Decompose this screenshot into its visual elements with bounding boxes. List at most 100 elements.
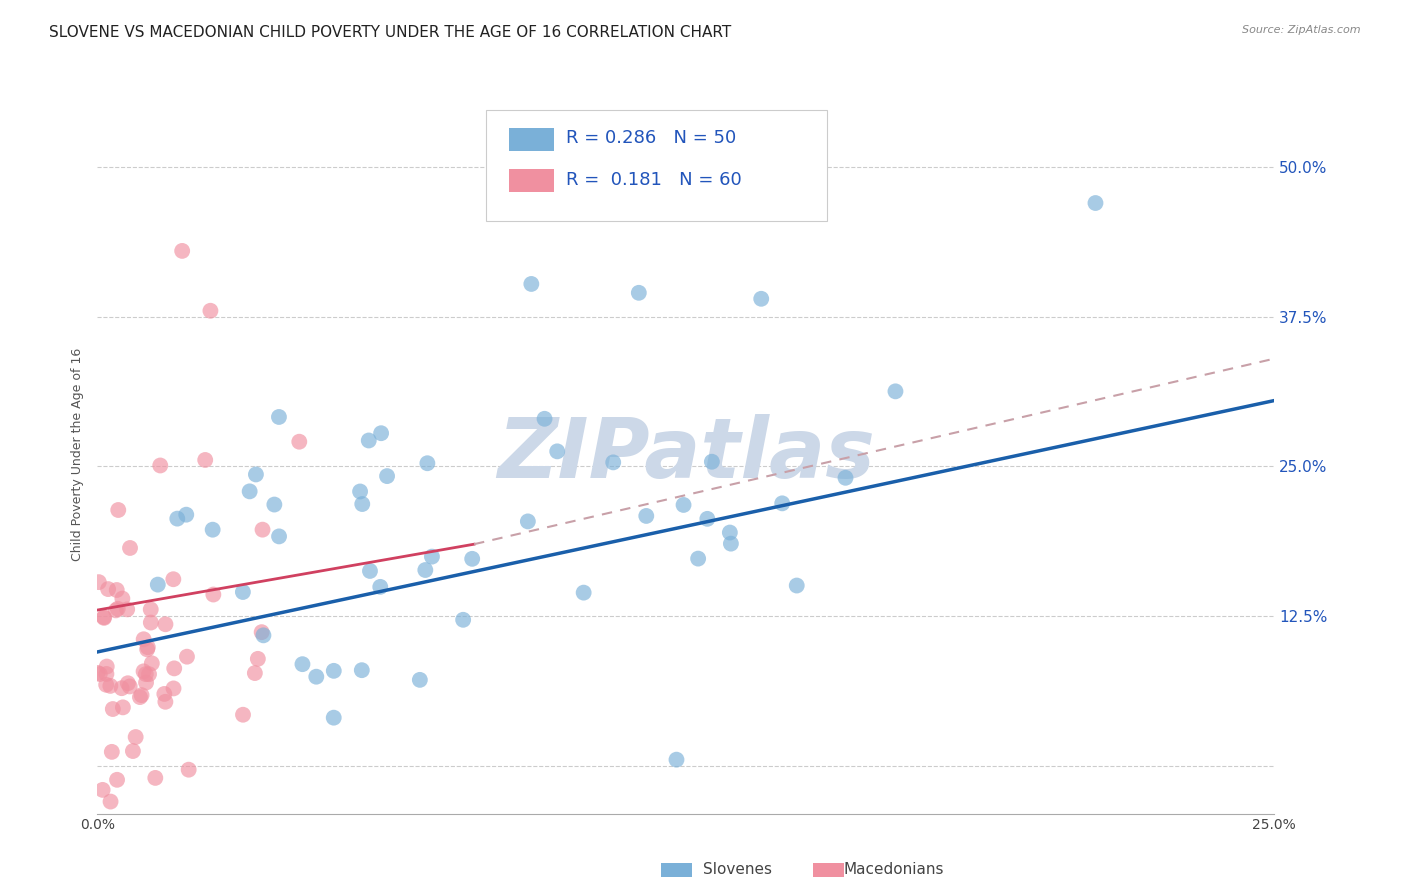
Point [770, 496, 793, 510]
Point [129, 690, 152, 705]
Point [688, 551, 710, 566]
Point [375, 469, 398, 483]
Point [263, 498, 285, 512]
FancyBboxPatch shape [509, 169, 554, 193]
Point [93, 610, 115, 624]
Point [201, 523, 224, 537]
Point [141, 657, 163, 671]
Point [368, 580, 391, 594]
Point [115, 602, 138, 616]
Point [162, 681, 184, 696]
Point [520, 277, 543, 291]
Point [749, 292, 772, 306]
Point [239, 484, 262, 499]
Point [352, 497, 374, 511]
Point [149, 458, 172, 473]
Text: SLOVENE VS MACEDONIAN CHILD POVERTY UNDER THE AGE OF 16 CORRELATION CHART: SLOVENE VS MACEDONIAN CHILD POVERTY UNDE… [49, 25, 731, 40]
Point [416, 456, 439, 470]
Point [420, 549, 443, 564]
Point [96, 678, 118, 692]
Point [533, 411, 555, 425]
Point [243, 666, 266, 681]
Point [720, 536, 742, 550]
Point [177, 763, 200, 777]
Point [246, 652, 269, 666]
Point [232, 707, 254, 722]
Point [135, 667, 157, 681]
Point [322, 711, 344, 725]
Point [136, 640, 159, 655]
Point [143, 771, 166, 785]
Point [305, 670, 328, 684]
Point [107, 503, 129, 517]
Point [370, 426, 392, 441]
Point [105, 582, 128, 597]
Point [232, 585, 254, 599]
Point [166, 511, 188, 525]
Point [91, 783, 114, 797]
Point [461, 551, 484, 566]
Text: Macedonians: Macedonians [844, 863, 943, 877]
Point [87, 575, 110, 590]
Point [252, 628, 274, 642]
Point [696, 512, 718, 526]
Point [322, 664, 344, 678]
Point [451, 613, 474, 627]
Point [131, 688, 153, 702]
Point [101, 745, 124, 759]
Point [135, 675, 157, 690]
Point [884, 384, 907, 399]
Y-axis label: Child Poverty Under the Age of 16: Child Poverty Under the Age of 16 [72, 348, 84, 561]
Point [117, 676, 139, 690]
Point [101, 702, 124, 716]
Point [153, 687, 176, 701]
Point [100, 795, 122, 809]
Point [627, 285, 650, 300]
Point [194, 453, 217, 467]
Point [93, 611, 115, 625]
Point [415, 563, 437, 577]
Point [163, 661, 186, 675]
Point [357, 434, 380, 448]
Point [105, 772, 128, 787]
Point [118, 541, 141, 555]
Point [786, 578, 808, 592]
Point [267, 409, 290, 424]
Point [89, 667, 111, 681]
Point [202, 588, 225, 602]
Text: R = 0.286   N = 50: R = 0.286 N = 50 [565, 129, 737, 147]
Point [834, 471, 856, 485]
Point [291, 657, 314, 672]
Text: Slovenes: Slovenes [703, 863, 772, 877]
Point [138, 667, 160, 681]
Point [172, 244, 194, 258]
Point [1084, 196, 1107, 211]
Point [176, 649, 198, 664]
Point [146, 577, 169, 591]
Point [86, 665, 108, 680]
Text: R =  0.181   N = 60: R = 0.181 N = 60 [565, 171, 741, 189]
FancyBboxPatch shape [486, 110, 827, 221]
Point [516, 515, 538, 529]
Point [96, 659, 118, 673]
Point [96, 667, 118, 681]
Point [572, 585, 595, 599]
Point [118, 680, 141, 694]
Point [546, 444, 568, 458]
Point [111, 700, 134, 714]
Point [252, 523, 274, 537]
Point [349, 484, 371, 499]
Point [250, 625, 273, 640]
Point [132, 665, 155, 679]
Point [124, 730, 146, 744]
Point [97, 582, 120, 596]
Point [111, 681, 134, 696]
Point [700, 455, 723, 469]
Point [107, 601, 129, 615]
Point [111, 591, 134, 606]
Point [162, 572, 184, 586]
Point [155, 695, 177, 709]
Point [136, 642, 159, 657]
Point [98, 679, 121, 693]
Point [672, 498, 695, 512]
